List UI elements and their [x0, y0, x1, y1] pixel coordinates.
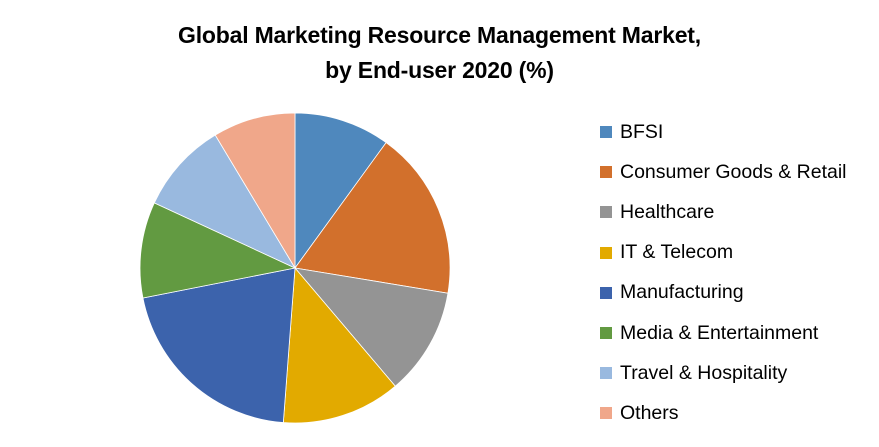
pie-slice-bfsi: [294, 112, 387, 270]
chart-title: Global Marketing Resource Management Mar…: [0, 18, 879, 88]
legend-item: Others: [600, 393, 847, 433]
legend-swatch-icon: [600, 126, 612, 139]
chart-title-line-2: by End-user 2020 (%): [325, 57, 554, 83]
pie-slice-travel-hospitality: [153, 134, 297, 269]
legend-swatch-icon: [600, 367, 612, 380]
legend-label: Healthcare: [620, 200, 715, 223]
pie-slice-consumer-goods-retail: [294, 142, 451, 294]
legend-swatch-icon: [600, 327, 612, 340]
chart-title-line-1: Global Marketing Resource Management Mar…: [178, 22, 701, 48]
pie-slice-manufacturing: [142, 267, 296, 423]
pie-slice-healthcare: [293, 267, 449, 387]
legend-item: Travel & Hospitality: [600, 353, 847, 393]
legend-label: Travel & Hospitality: [620, 361, 788, 384]
pie-slice-it-telecom: [282, 266, 396, 424]
legend-swatch-icon: [600, 206, 612, 219]
legend-item: BFSI: [600, 112, 847, 152]
legend-swatch-icon: [600, 166, 612, 179]
pie-slice-media-entertainment: [139, 202, 297, 299]
chart-legend: BFSI Consumer Goods & Retail Healthcare IT …: [600, 112, 847, 434]
legend-swatch-icon: [600, 407, 612, 420]
legend-item: Media & Entertainment: [600, 313, 847, 353]
legend-label: Media & Entertainment: [620, 321, 819, 344]
legend-item: IT & Telecom: [600, 233, 847, 273]
legend-item: Healthcare: [600, 192, 847, 232]
legend-label: Others: [620, 401, 679, 424]
pie-slice-others: [214, 112, 296, 270]
legend-swatch-icon: [600, 286, 612, 299]
legend-swatch-icon: [600, 246, 612, 259]
legend-label: IT & Telecom: [620, 241, 734, 264]
legend-label: Consumer Goods & Retail: [620, 160, 847, 183]
legend-item: Manufacturing: [600, 273, 847, 313]
legend-label: BFSI: [620, 120, 664, 143]
legend-label: Manufacturing: [620, 281, 744, 304]
legend-item: Consumer Goods & Retail: [600, 152, 847, 192]
